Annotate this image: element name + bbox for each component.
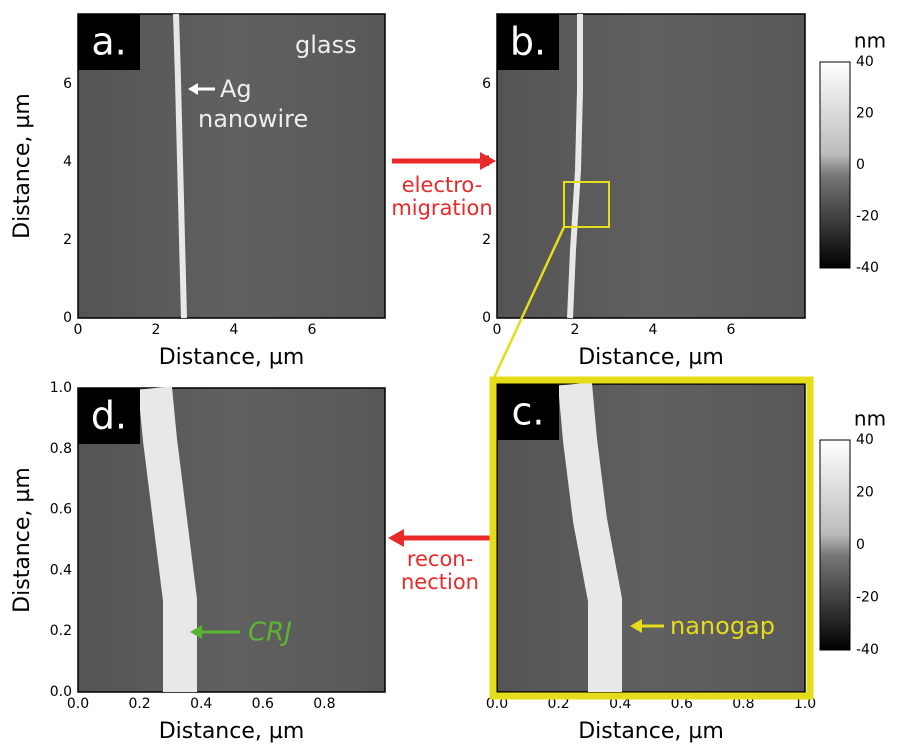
- x-tick-label: 0: [74, 322, 83, 338]
- y-tick-label: 0.4: [50, 562, 72, 578]
- arrow-label: recon-: [407, 547, 473, 571]
- colorbar: [820, 62, 850, 268]
- colorbar-tick-label: -20: [856, 590, 879, 606]
- y-tick-label: 0: [482, 310, 491, 326]
- y-tick-label: 4: [63, 154, 72, 170]
- annotation: CRJ: [248, 618, 292, 648]
- y-tick-label: 0.6: [50, 502, 72, 518]
- y-tick-label: 2: [482, 232, 491, 248]
- annotation: nanowire: [198, 105, 308, 133]
- x-tick-label: 0.4: [190, 696, 212, 712]
- y-axis-title: Distance, µm: [10, 93, 35, 239]
- panel-label: d.: [91, 394, 127, 438]
- y-tick-label: 0: [63, 310, 72, 326]
- y-tick-label: 2: [63, 232, 72, 248]
- colorbar-unit: nm: [854, 407, 886, 431]
- arrow-label: electro-: [402, 173, 482, 197]
- x-axis-title: Distance, µm: [578, 345, 724, 370]
- annotation: nanogap: [670, 612, 775, 640]
- colorbar-tick-label: 40: [856, 432, 874, 448]
- x-tick-label: 4: [649, 322, 658, 338]
- y-tick-label: 6: [482, 76, 491, 92]
- annotation: Ag: [220, 75, 252, 103]
- y-tick-label: 6: [63, 76, 72, 92]
- x-tick-label: 2: [571, 322, 580, 338]
- y-tick-label: 0.2: [50, 623, 72, 639]
- colorbar-unit: nm: [854, 29, 886, 53]
- x-tick-label: 2: [152, 322, 161, 338]
- x-axis-title: Distance, µm: [578, 719, 724, 744]
- colorbar-tick-label: 40: [856, 54, 874, 70]
- figure: a.02460246Distance, µmDistance, µmb.0246…: [0, 0, 897, 746]
- annotation: glass: [295, 31, 357, 59]
- arrow-label: migration: [391, 196, 492, 220]
- y-tick-label: 1.0: [50, 380, 72, 396]
- y-tick-label: 0.0: [50, 684, 72, 700]
- panel-label: a.: [91, 20, 126, 64]
- panel-label: b.: [510, 20, 546, 64]
- colorbar-tick-label: 20: [856, 485, 874, 501]
- y-axis-title: Distance, µm: [10, 467, 35, 613]
- panel-label: c.: [512, 390, 545, 434]
- x-tick-label: 4: [230, 322, 239, 338]
- x-tick-label: 6: [308, 322, 317, 338]
- x-tick-label: 0.8: [313, 696, 335, 712]
- colorbar-tick-label: -40: [856, 260, 879, 276]
- colorbar-tick-label: 20: [856, 106, 874, 122]
- colorbar-tick-label: -40: [856, 642, 879, 658]
- arrow-label: nection: [401, 570, 479, 594]
- colorbar-tick-label: -20: [856, 209, 879, 225]
- process-arrowhead: [388, 529, 404, 547]
- x-axis-title: Distance, µm: [159, 719, 305, 744]
- x-tick-label: 0: [493, 322, 502, 338]
- x-tick-label: 6: [727, 322, 736, 338]
- y-tick-label: 0.8: [50, 441, 72, 457]
- x-axis-title: Distance, µm: [159, 345, 305, 370]
- colorbar-tick-label: 0: [856, 157, 865, 173]
- colorbar-tick-label: 0: [856, 537, 865, 553]
- x-tick-label: 0.6: [252, 696, 274, 712]
- x-tick-label: 0.2: [128, 696, 150, 712]
- colorbar: [820, 440, 850, 650]
